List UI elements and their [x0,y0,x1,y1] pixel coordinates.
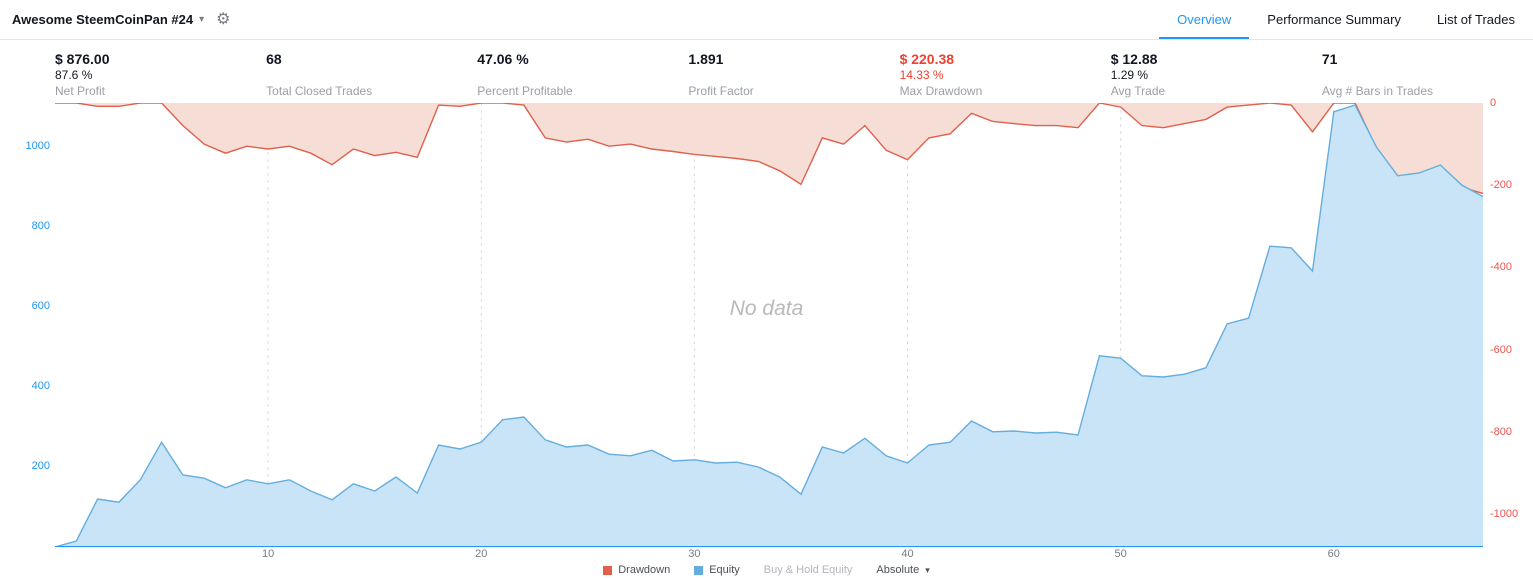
tab-performance-summary[interactable]: Performance Summary [1267,12,1401,27]
left-axis-label: 600 [31,300,50,312]
x-axis-label: 20 [475,548,488,560]
left-axis-label: 1000 [25,140,50,152]
legend-label: Drawdown [618,564,671,576]
left-axis-label: 200 [31,460,50,472]
stat-label: Profit Factor [688,84,754,98]
stats-row: $ 876.00 87.6 % Net Profit 68 Total Clos… [0,40,1533,103]
stat-label: Max Drawdown [899,84,983,98]
strategy-tester-header: Awesome SteemCoinPan #24 ▾ ⚙ Overview Pe… [0,0,1533,40]
equity-area [55,105,1483,547]
no-data-message: No data [729,297,804,320]
drawdown-line [55,103,1483,195]
stat-avg-trade: $ 12.88 1.29 % Avg Trade [1111,40,1322,103]
stat-label: Percent Profitable [477,84,573,98]
stat-value: 71 [1321,51,1338,67]
x-axis-label: 50 [1114,548,1127,560]
x-axis-label: 60 [1327,548,1340,560]
stat-profit-factor: 1.891 Profit Factor [688,40,899,103]
absolute-dropdown[interactable]: Absolute ▾ [876,564,929,576]
stat-value: 47.06 % [477,51,529,67]
legend-buy-hold-equity: Buy & Hold Equity [764,564,853,576]
left-axis-label: 800 [31,220,50,232]
stat-sub-value: 14.33 % [899,68,944,82]
stat-label: Total Closed Trades [266,84,373,98]
x-axis-label: 40 [901,548,914,560]
chevron-down-icon: ▾ [925,564,930,575]
stat-label: Avg # Bars in Trades [1321,84,1434,98]
stat-max-drawdown: $ 220.38 14.33 % Max Drawdown [900,40,1111,103]
stat-label: Avg Trade [1110,84,1166,98]
drawdown-area [55,103,1483,194]
tab-list-of-trades[interactable]: List of Trades [1436,12,1515,27]
stat-label: Net Profit [55,84,106,98]
stat-value: $ 220.38 [899,51,955,67]
legend-label: Buy & Hold Equity [763,564,853,576]
tab-bar: Overview Performance Summary List of Tra… [1159,0,1533,39]
chevron-down-icon[interactable]: ▾ [199,14,205,25]
drawdown-swatch [603,565,613,575]
stat-value: 1.891 [688,51,724,67]
equity-swatch [694,565,704,575]
stat-avg-bars-in-trades: 71 Avg # Bars in Trades [1322,40,1533,103]
stat-net-profit: $ 876.00 87.6 % Net Profit [55,40,266,103]
right-axis-label: -400 [1490,261,1513,274]
stat-value: 68 [266,51,282,67]
stat-total-closed-trades: 68 Total Closed Trades [266,40,477,103]
strategy-title: Awesome SteemCoinPan #24 [12,12,194,27]
right-axis-label: -200 [1490,179,1513,192]
right-axis-label: -800 [1490,425,1513,438]
equity-line [55,104,1483,547]
stat-percent-profitable: 47.06 % Percent Profitable [477,40,688,103]
right-axis-label: 0 [1490,97,1497,109]
gear-icon[interactable]: ⚙ [216,10,231,28]
stat-sub-value: 1.29 % [1110,68,1149,82]
chart-legend: Drawdown Equity Buy & Hold Equity Absolu… [0,564,1533,576]
legend-equity: Equity [694,564,740,576]
strategy-selector[interactable]: Awesome SteemCoinPan #24 ▾ [12,12,204,27]
tab-overview[interactable]: Overview [1159,0,1249,39]
chart-plot [55,103,1483,547]
x-axis-label: 30 [688,548,701,560]
legend-label: Equity [709,564,740,576]
stat-value: $ 12.88 [1110,51,1158,67]
right-axis-label: -1000 [1490,508,1519,521]
legend-label: Absolute [876,564,920,576]
stat-sub-value: 87.6 % [55,68,93,82]
legend-drawdown: Drawdown [603,564,670,576]
right-axis-label: -600 [1490,343,1513,356]
stat-value: $ 876.00 [55,51,110,67]
left-axis-label: 400 [31,380,50,392]
x-axis-label: 10 [262,548,275,560]
